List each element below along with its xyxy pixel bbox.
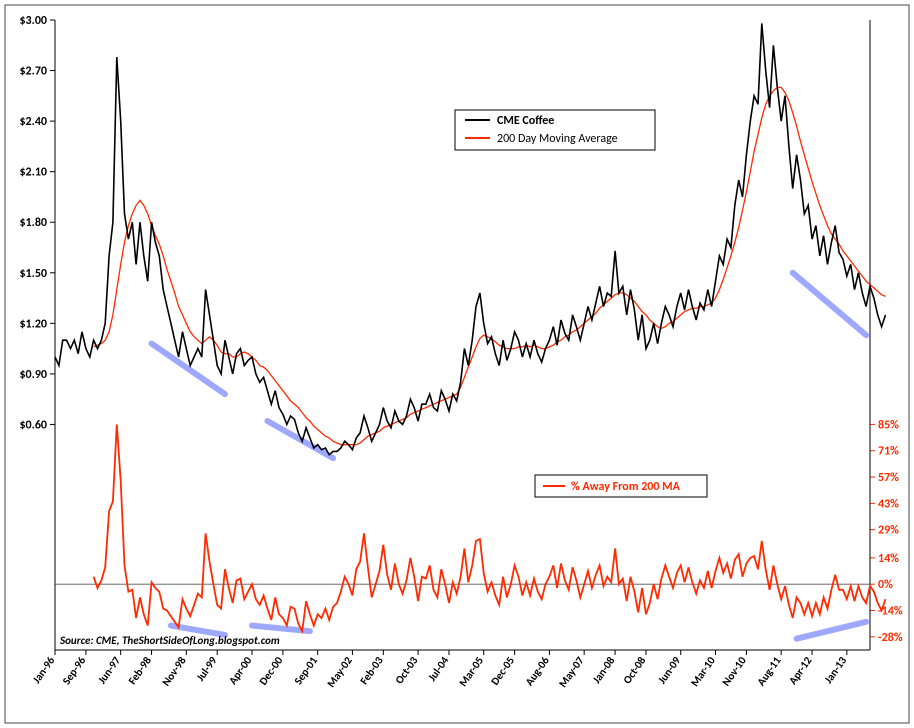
xtick-label: Dec-00 xyxy=(257,654,286,688)
ytick-label-upper: $2.40 xyxy=(19,115,47,129)
ytick-label-upper: $1.80 xyxy=(19,216,47,230)
xtick-label: Oct-03 xyxy=(393,654,421,686)
xtick-label: Nov-10 xyxy=(719,654,749,689)
xtick-label: Jan-08 xyxy=(590,654,618,686)
xtick-label: Sep-96 xyxy=(60,654,89,687)
xtick-label: Feb-98 xyxy=(126,654,155,687)
xtick-label: Apr-12 xyxy=(786,654,815,687)
annotation-line xyxy=(793,273,866,335)
legend-label: % Away From 200 MA xyxy=(571,480,681,494)
xtick-label: Oct-08 xyxy=(621,654,649,686)
ytick-label-lower: 43% xyxy=(878,497,899,511)
source-text: Source: CME, TheShortSideOfLong.blogspot… xyxy=(59,634,280,647)
annotation-line xyxy=(267,421,333,458)
chart-svg: $0.60 $0.90 $1.20 $1.50 $1.80 $2.10 $2.40 $2.70… xyxy=(0,0,914,728)
ytick-label-lower: 29% xyxy=(878,524,899,538)
ytick-label-upper: $2.70 xyxy=(19,65,47,79)
legend-label: 200 Day Moving Average xyxy=(497,132,618,146)
chart-container: $0.60 $0.90 $1.20 $1.50 $1.80 $2.10 $2.40 $2.70… xyxy=(0,0,914,728)
pct-away-line xyxy=(94,424,886,631)
ytick-label-lower: 85% xyxy=(878,418,899,432)
ytick-label-lower: 14% xyxy=(878,552,899,566)
ytick-label-upper: $0.90 xyxy=(19,368,47,382)
xtick-label: May-07 xyxy=(556,654,587,690)
xtick-label: Sep-01 xyxy=(292,654,321,687)
ytick-label-lower: 71% xyxy=(878,445,899,459)
annotation-line xyxy=(797,622,867,639)
xtick-label: Jul-04 xyxy=(425,654,451,684)
xtick-label: Jul-99 xyxy=(194,654,220,684)
xtick-label: May-02 xyxy=(324,654,355,690)
ytick-label-upper: $1.20 xyxy=(19,317,47,331)
ytick-label-lower: -28% xyxy=(878,631,903,645)
xtick-label: Nov-98 xyxy=(159,654,189,689)
xtick-label: Jun-09 xyxy=(655,654,683,686)
ytick-label-lower: 57% xyxy=(878,471,899,485)
annotation-line xyxy=(152,344,225,395)
xtick-label: Apr-00 xyxy=(226,654,255,687)
ytick-label-lower: 0% xyxy=(878,578,893,592)
coffee-line xyxy=(55,23,886,454)
xtick-label: Aug-06 xyxy=(523,654,552,688)
ytick-label-upper: $3.00 xyxy=(19,14,47,28)
ytick-label-upper: $2.10 xyxy=(19,166,47,180)
xtick-label: Jan-13 xyxy=(822,654,850,686)
legend-label: CME Coffee xyxy=(497,114,554,128)
xtick-label: Aug-11 xyxy=(754,654,783,688)
xtick-label: Jun-97 xyxy=(95,654,123,686)
ytick-label-upper: $1.50 xyxy=(19,267,47,281)
xtick-label: Dec-05 xyxy=(488,654,517,688)
xtick-label: Mar-05 xyxy=(456,654,486,689)
xtick-label: Feb-03 xyxy=(357,654,386,687)
xtick-label: Mar-10 xyxy=(688,654,718,689)
xtick-label: Jan-96 xyxy=(30,654,58,686)
ytick-label-upper: $0.60 xyxy=(19,418,47,432)
